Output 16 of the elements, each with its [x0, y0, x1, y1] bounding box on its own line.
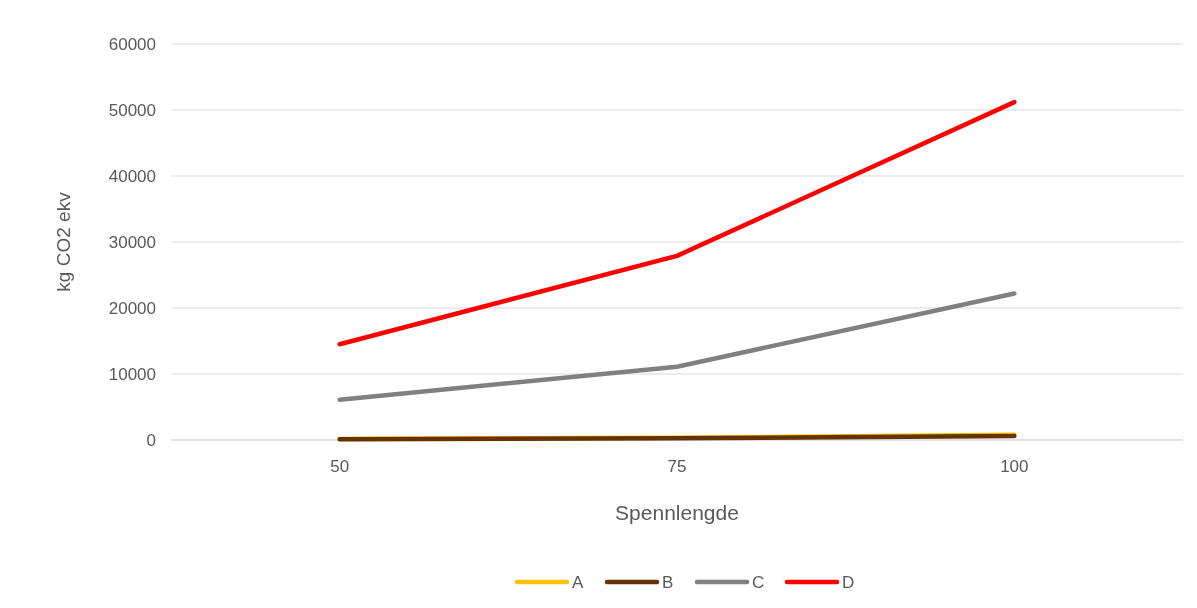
x-tick-label: 100 [1000, 457, 1029, 476]
x-tick-label: 50 [330, 457, 350, 476]
x-tick-label: 75 [667, 457, 687, 476]
y-tick-label: 20000 [108, 298, 156, 318]
x-axis-title: Spennlengde [615, 501, 739, 524]
legend-label: C [752, 572, 765, 592]
y-tick-label: 30000 [108, 232, 156, 252]
y-tick-label: 10000 [108, 364, 156, 384]
legend-label: B [662, 572, 674, 592]
y-tick-label: 40000 [108, 166, 156, 186]
y-tick-label: 60000 [108, 34, 156, 54]
y-tick-label: 50000 [108, 100, 156, 120]
y-axis-title: kg CO2 ekv [53, 191, 74, 292]
y-tick-label: 0 [146, 430, 156, 450]
legend-label: D [842, 572, 855, 592]
legend-label: A [572, 572, 584, 592]
